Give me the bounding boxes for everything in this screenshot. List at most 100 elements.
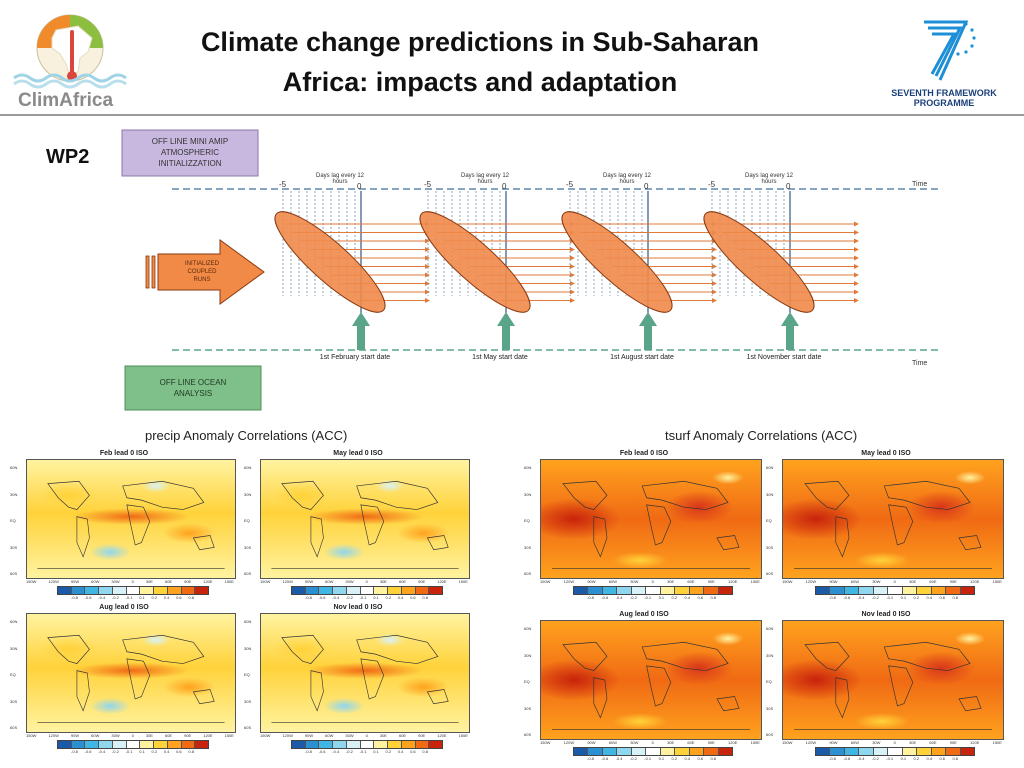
colorbar-label: -0.8: [587, 756, 594, 761]
lon-label: 30W: [872, 740, 881, 745]
lon-label: 60E: [687, 579, 695, 584]
lon-labels: 150W 120W 90W 60W 30W 0 30E 60E 90E 120E 150E: [26, 579, 234, 584]
colorbar-swatch: [126, 741, 141, 748]
colorbar-swatch: [99, 587, 113, 594]
colorbar-labels: -0.8 -0.6 -0.4 -0.2 -0.1 0.1 0.2 0.4 0.6 0.8: [305, 749, 428, 754]
map-image: [540, 459, 762, 579]
colorbar-label: 0.6: [176, 595, 182, 600]
colorbar-swatch: [844, 587, 860, 594]
lon-label: 150W: [260, 733, 271, 738]
colorbar-label: -0.2: [111, 749, 119, 754]
colorbar-label: -0.1: [125, 749, 133, 754]
colorbar-swatch: [931, 587, 947, 594]
colorbar-label: -0.8: [587, 595, 594, 600]
colorbar-swatch: [718, 748, 732, 755]
colorbar-label: 0.2: [913, 756, 920, 761]
colorbar-swatch: [646, 587, 661, 594]
initialized-coupled-runs-arrow: [157, 239, 265, 305]
lon-label: 150E: [992, 740, 1002, 745]
colorbar: [291, 586, 443, 595]
colorbar-label: 0.2: [671, 595, 678, 600]
colorbar-label: -0.6: [601, 756, 609, 761]
lag-header-line-1: Days lag every 12: [603, 173, 652, 179]
continent-outlines: [37, 480, 225, 569]
lon-label: 150W: [782, 740, 793, 745]
colorbar: [57, 586, 209, 595]
colorbar-label: -0.2: [111, 595, 119, 600]
lat-label: 30S: [766, 705, 774, 711]
colorbar-label: -0.4: [98, 595, 106, 600]
continent-outlines: [271, 634, 459, 723]
lon-label: 90E: [184, 733, 192, 738]
lon-label: 60E: [164, 579, 173, 584]
lon-label: 0: [651, 579, 654, 584]
colorbar-swatch: [112, 587, 127, 594]
lon-label: 60E: [687, 740, 695, 745]
lat-label: 30S: [524, 705, 532, 711]
start-date-up-arrow: [639, 312, 657, 350]
lon-label: 30W: [630, 740, 639, 745]
lat-label: 60S: [524, 571, 532, 576]
colorbar-label: 0.8: [188, 749, 194, 754]
colorbar-swatch: [704, 748, 719, 755]
lon-label: 60W: [608, 579, 617, 584]
colorbar-label: -0.6: [84, 595, 92, 600]
colorbar-label: 0.4: [397, 595, 404, 600]
map-panel-title: Nov lead 0 ISO: [333, 604, 383, 611]
acc-map-panel: May lead 0 ISO 60N 30N EQ 30S 60S 150W 120W 90W 6…: [766, 450, 1006, 606]
lon-label: 120W: [282, 733, 293, 738]
lon-label: 90W: [70, 733, 80, 738]
lon-label: 30E: [145, 579, 153, 584]
colorbar-swatch: [401, 587, 416, 594]
climafrica-logo-text: ClimAfrica: [18, 90, 113, 111]
lon-label: 60W: [850, 579, 859, 584]
lon-label: 150E: [224, 579, 234, 584]
colorbar-swatch: [401, 741, 416, 748]
lat-label: 30N: [524, 652, 532, 658]
lat-label: EQ: [10, 672, 16, 677]
initialization-ellipse: [561, 211, 673, 313]
lon-label: 90W: [587, 740, 596, 745]
section-label: WP2: [46, 146, 90, 168]
start-date-up-arrow: [781, 312, 799, 350]
lon-label: 90W: [304, 579, 314, 584]
colorbar-label: -0.6: [318, 595, 326, 600]
colorbar-label: 0.2: [385, 595, 392, 600]
colorbar-swatch: [873, 748, 889, 755]
lon-label: 0: [131, 579, 134, 584]
colorbar-label: -0.2: [629, 756, 637, 761]
lon-label: 0: [131, 733, 134, 738]
colorbar-label: 0.1: [900, 595, 907, 600]
lon-label: 90E: [949, 740, 957, 745]
colorbar-swatch: [859, 748, 874, 755]
lat-label: 60S: [244, 571, 252, 576]
colorbar-swatch: [816, 587, 831, 594]
lon-label: 30W: [872, 579, 881, 584]
colorbar-swatch: [588, 587, 603, 594]
lon-label: 120W: [48, 733, 59, 738]
lon-label: 60W: [91, 733, 100, 738]
lon-label: 120W: [48, 579, 59, 584]
colorbar-swatch: [71, 741, 86, 748]
lon-label: 30W: [345, 579, 354, 584]
colorbar-label: -0.6: [843, 756, 851, 761]
lat-label: 30N: [244, 491, 252, 497]
colorbar-label: -0.2: [629, 595, 637, 600]
lon-label: 90E: [949, 579, 957, 584]
colorbar-swatch: [888, 587, 903, 594]
acc-map-panel: Nov lead 0 ISO 60N 30N EQ 30S 60S 150W 120W 90W 6…: [244, 604, 472, 760]
colorbar-swatch: [574, 587, 589, 594]
lon-label: 120E: [437, 579, 447, 584]
lon-label: 60E: [164, 733, 173, 738]
arrow-label-line-2: COUPLED: [187, 269, 217, 275]
lon-label: 150E: [458, 579, 468, 584]
colorbar-label: -0.4: [98, 749, 106, 754]
time-label-bottom: Time: [912, 360, 927, 367]
colorbar-swatch: [617, 587, 632, 594]
colorbar-swatch: [960, 748, 974, 755]
colorbar-labels: -0.8 -0.6 -0.4 -0.2 -0.1 0.1 0.2 0.4 0.6 0.8: [71, 595, 194, 600]
colorbar-swatch: [830, 587, 845, 594]
colorbar-label: -0.2: [871, 756, 879, 761]
lat-label: 60N: [766, 465, 774, 470]
